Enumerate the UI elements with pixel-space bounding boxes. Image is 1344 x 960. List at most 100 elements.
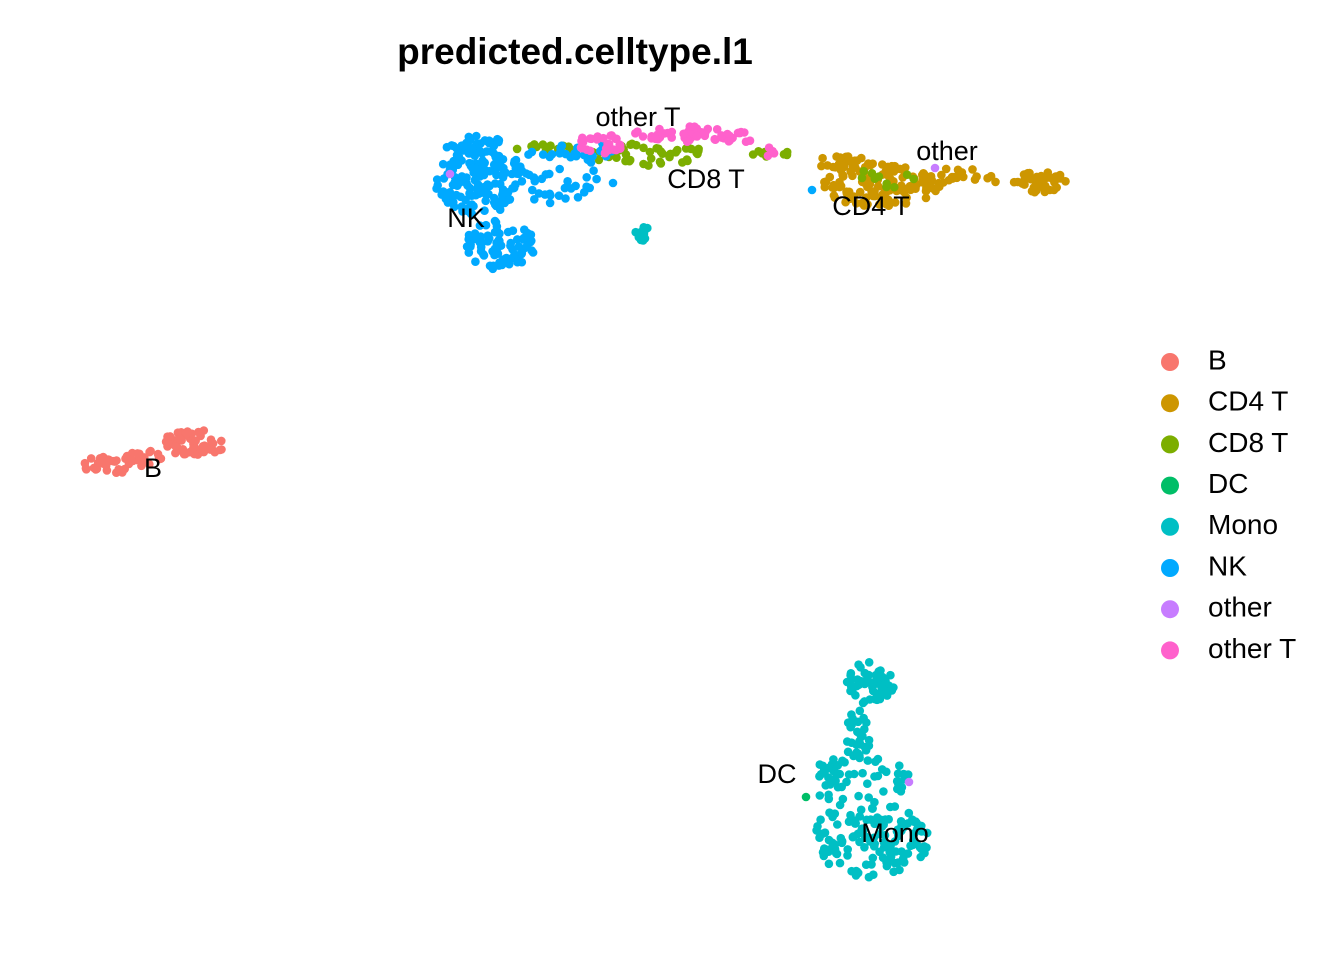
point-mono (815, 833, 824, 842)
point-nk (571, 151, 581, 161)
point-cd4-t (829, 191, 839, 200)
point-mono (824, 794, 834, 804)
point-other-t (609, 145, 618, 154)
legend-key-mono (1161, 517, 1179, 536)
point-cd8-t (694, 146, 703, 156)
point-mono (824, 835, 834, 845)
point-nk (517, 248, 527, 258)
point-cd4-t (825, 172, 835, 182)
point-mono (833, 820, 842, 829)
point-nk (807, 185, 817, 195)
cluster-label-cd8-t: CD8 T (667, 164, 745, 194)
point-cd4-t (927, 175, 937, 185)
point-mono (856, 731, 865, 740)
point-mono (879, 838, 889, 847)
point-mono (860, 724, 869, 734)
legend-key-other (1161, 600, 1179, 619)
point-b (163, 432, 172, 442)
legend-key-cd4-t (1161, 394, 1179, 413)
point-mono (860, 832, 870, 841)
point-mono (870, 819, 879, 829)
point-cd8-t (626, 140, 635, 149)
point-b (215, 445, 225, 455)
point-mono (838, 794, 848, 804)
point-b (206, 435, 216, 445)
point-mono (631, 227, 640, 237)
point-mono (856, 805, 866, 815)
point-mono (864, 658, 874, 667)
point-b (133, 449, 142, 458)
cluster-label-other-t: other T (595, 102, 680, 132)
point-dc (801, 792, 811, 802)
point-cd8-t (779, 150, 789, 159)
point-cd4-t (870, 187, 879, 196)
point-cd4-t (901, 184, 910, 194)
point-cd4-t (842, 187, 851, 196)
point-cd4-t (968, 165, 977, 174)
legend-label-dc: DC (1208, 468, 1248, 499)
point-cd4-t (902, 193, 911, 202)
point-mono (851, 819, 860, 828)
point-cd4-t (949, 172, 959, 182)
point-b (114, 465, 123, 474)
point-nk (608, 178, 618, 188)
point-nk (555, 149, 564, 158)
point-cd8-t (654, 144, 663, 153)
point-mono (868, 803, 877, 813)
point-other-t (615, 140, 624, 149)
point-mono (864, 793, 873, 802)
point-nk (491, 152, 501, 162)
point-nk (528, 248, 538, 257)
legend-key-nk (1161, 559, 1179, 577)
point-nk (530, 195, 539, 204)
point-mono (906, 841, 915, 851)
point-cd4-t (937, 170, 946, 180)
point-mono (855, 837, 864, 847)
point-other-t (667, 127, 677, 137)
point-mono (864, 872, 874, 882)
cluster-label-b: B (144, 453, 162, 483)
legend: B CD4 T CD8 T DC Mono NK other other T (1161, 344, 1296, 664)
point-cd4-t (1038, 177, 1047, 186)
point-mono (869, 842, 879, 851)
point-nk (495, 229, 504, 238)
point-nk (462, 242, 472, 251)
point-mono (847, 738, 856, 747)
point-nk (557, 141, 567, 150)
point-other-t (741, 137, 751, 146)
point-nk (494, 136, 504, 145)
point-mono (639, 223, 648, 232)
point-other-t (679, 129, 688, 139)
point-b (217, 436, 226, 446)
point-mono (844, 817, 854, 826)
cluster-label-mono: Mono (861, 818, 929, 848)
point-nk (451, 177, 460, 187)
point-other-t (582, 145, 591, 154)
point-nk (538, 150, 548, 159)
point-mono (860, 679, 869, 689)
point-cd4-t (836, 181, 846, 191)
point-b (146, 446, 155, 456)
point-b (171, 442, 180, 451)
point-cd8-t (909, 174, 918, 184)
point-mono (639, 230, 649, 240)
point-nk (528, 185, 537, 195)
point-nk (589, 166, 598, 175)
point-cd4-t (840, 162, 849, 172)
point-mono (828, 812, 837, 822)
point-nk (470, 175, 480, 185)
point-cd8-t (621, 156, 630, 166)
point-nk (439, 187, 448, 196)
point-cd4-t (849, 163, 859, 172)
point-nk (468, 163, 477, 173)
legend-key-other-t (1161, 641, 1179, 660)
point-b (121, 454, 130, 464)
point-cd4-t (1045, 185, 1055, 195)
point-b (145, 459, 154, 469)
point-nk (478, 156, 487, 165)
point-nk (540, 190, 550, 199)
point-mono (893, 769, 903, 778)
point-mono (843, 845, 852, 854)
point-cd4-t (1018, 179, 1027, 188)
